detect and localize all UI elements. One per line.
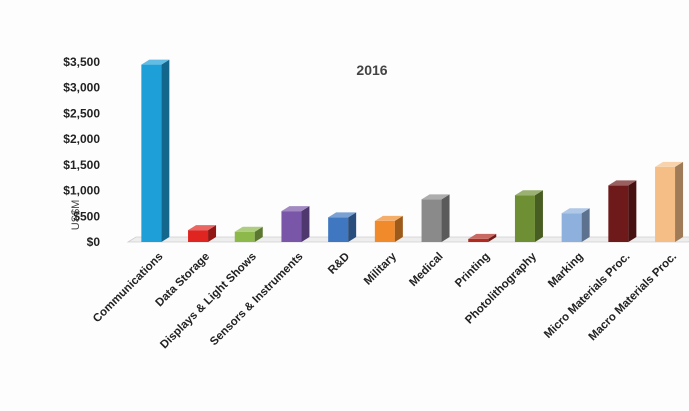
bar-side [254, 226, 263, 242]
y-tick-label: $2,500 [63, 106, 100, 120]
bar-side [441, 194, 450, 242]
bar-top [234, 226, 263, 232]
y-tick-label: $2,000 [63, 132, 100, 146]
y-axis: $0 $500 $1,000 $1,500 $2,000 $2,500 $3,000 $3,5… [63, 55, 100, 249]
bar [421, 194, 450, 242]
x-tick-label: R&D [326, 251, 352, 277]
bar-side [208, 225, 217, 242]
bar-front [468, 238, 489, 242]
bar [514, 190, 543, 242]
bar-top [561, 208, 590, 214]
bar-front [374, 220, 395, 242]
bar-side [161, 59, 170, 243]
x-tick-label: Displays & Light Shows [158, 251, 259, 352]
y-tick-label: $0 [87, 235, 101, 249]
y-tick-label: $1,500 [63, 158, 100, 172]
y-tick-label: $1,000 [63, 184, 100, 198]
bar [655, 161, 684, 242]
bar-top [421, 194, 450, 200]
bar-side [301, 206, 310, 242]
bar-front [561, 213, 582, 242]
bar [608, 180, 637, 242]
bar-side [348, 212, 357, 242]
bar-front [655, 166, 676, 242]
bar-top [655, 161, 684, 167]
bar-side [488, 233, 497, 242]
bar-front [141, 64, 162, 242]
bar-front [421, 199, 442, 242]
bar [188, 225, 217, 242]
bar [561, 208, 590, 242]
bar-top [281, 206, 310, 212]
bar [141, 59, 170, 243]
bar-side [628, 180, 637, 242]
x-tick-label: Medical [407, 251, 445, 289]
y-tick-label: $3,000 [63, 81, 100, 95]
x-tick-label: Sensors & Instruments [208, 251, 306, 349]
chart-floor [126, 236, 689, 243]
bar-top [468, 233, 497, 239]
bars [126, 59, 689, 243]
bar-top [374, 215, 403, 221]
x-tick-label: Printing [453, 251, 492, 290]
bar-front [281, 211, 302, 242]
y-tick-label: $500 [73, 209, 100, 223]
bar-top [141, 59, 170, 65]
bar [374, 215, 403, 242]
bar-front [188, 230, 209, 242]
bar [281, 206, 310, 242]
bar-side [534, 190, 543, 242]
bar-top [514, 190, 543, 196]
bar-top [608, 180, 637, 186]
bar [468, 233, 497, 242]
bar-side [581, 208, 590, 242]
bar-side [394, 215, 403, 242]
x-tick-label: Micro Materials Proc. [542, 251, 632, 341]
chart-title: 2016 [356, 62, 387, 78]
bar-side [675, 161, 684, 242]
bar-front [514, 195, 535, 242]
y-axis-label: US$M [70, 200, 82, 231]
x-tick-label: Marking [546, 251, 586, 291]
bar-front [234, 231, 255, 242]
bar-front [608, 185, 629, 242]
bar [234, 226, 263, 242]
bar-top [328, 212, 357, 218]
x-tick-label: Macro Materials Proc. [587, 251, 680, 344]
bar [328, 212, 357, 242]
x-tick-label: Military [362, 250, 399, 287]
bar-front [328, 217, 349, 242]
bar-top [188, 225, 217, 231]
y-tick-label: $3,500 [63, 55, 100, 69]
x-tick-label: Communications [91, 251, 165, 325]
